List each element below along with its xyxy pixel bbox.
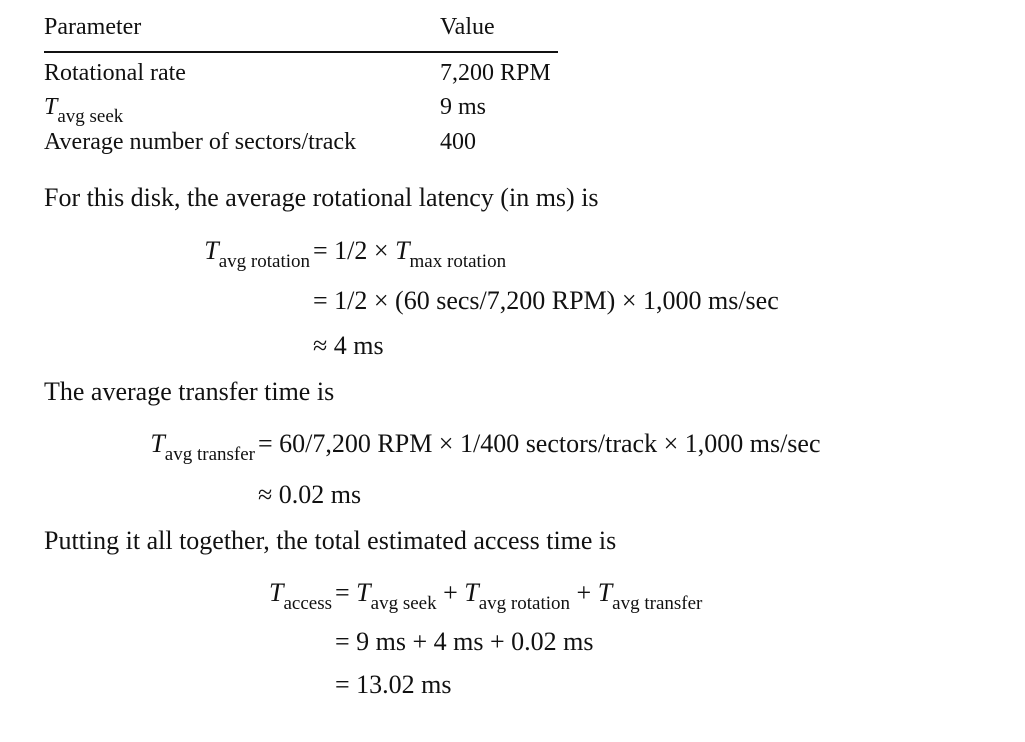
plus-sign: + <box>570 578 598 607</box>
symbol-t: T <box>597 578 613 607</box>
equals-sign: = <box>335 578 357 607</box>
table-header-rule <box>44 51 558 53</box>
transfer-intro: The average transfer time is <box>44 377 335 406</box>
access-intro: Putting it all together, the total estim… <box>44 526 617 555</box>
rotation-intro: For this disk, the average rotational la… <box>44 183 599 212</box>
transfer-line-1: = 60/7,200 RPM × 1/400 sectors/track × 1… <box>258 429 821 458</box>
table-cell-parameter-avg-seek: Tavg seek <box>44 94 123 127</box>
subscript-avg-transfer: avg transfer <box>612 593 703 614</box>
table-cell-value-rotational-rate: 7,200 RPM <box>440 60 551 86</box>
access-lhs: Taccess <box>220 578 332 614</box>
rotation-line-1: = 1/2 × Tmax rotation <box>313 236 506 272</box>
symbol-t: T <box>44 94 58 120</box>
subscript-avg-seek: avg seek <box>57 106 124 127</box>
symbol-t: T <box>395 236 410 265</box>
table-header-value: Value <box>440 14 495 40</box>
symbol-t: T <box>464 578 479 607</box>
rotation-line-2: = 1/2 × (60 secs/7,200 RPM) × 1,000 ms/s… <box>313 286 779 315</box>
transfer-line-2: ≈ 0.02 ms <box>258 480 362 509</box>
symbol-t: T <box>150 429 165 458</box>
symbol-t: T <box>356 578 371 607</box>
table-cell-parameter-sectors-per-track: Average number of sectors/track <box>44 129 357 155</box>
table-cell-value-sectors-per-track: 400 <box>440 129 476 155</box>
subscript-access: access <box>283 593 332 614</box>
symbol-t: T <box>269 578 284 607</box>
transfer-lhs: Tavg transfer <box>100 429 255 465</box>
subscript-avg-seek: avg seek <box>370 593 437 614</box>
access-line-2: = 9 ms + 4 ms + 0.02 ms <box>335 627 594 656</box>
subscript-avg-rotation: avg rotation <box>478 593 571 614</box>
symbol-t: T <box>204 236 219 265</box>
subscript-avg-transfer: avg transfer <box>164 444 255 465</box>
rotation-line-3: ≈ 4 ms <box>313 331 384 360</box>
subscript-max-rotation: max rotation <box>409 251 507 272</box>
rotation-line-1-prefix: = 1/2 × <box>313 236 396 265</box>
access-line-1: = Tavg seek + Tavg rotation + Tavg trans… <box>335 578 702 614</box>
table-cell-value-avg-seek: 9 ms <box>440 94 487 120</box>
rotation-lhs: Tavg rotation <box>150 236 310 272</box>
access-line-3: = 13.02 ms <box>335 670 452 699</box>
plus-sign: + <box>436 578 465 607</box>
table-cell-parameter-rotational-rate: Rotational rate <box>44 60 186 86</box>
table-header-parameter: Parameter <box>44 14 142 40</box>
subscript-avg-rotation: avg rotation <box>218 251 310 272</box>
